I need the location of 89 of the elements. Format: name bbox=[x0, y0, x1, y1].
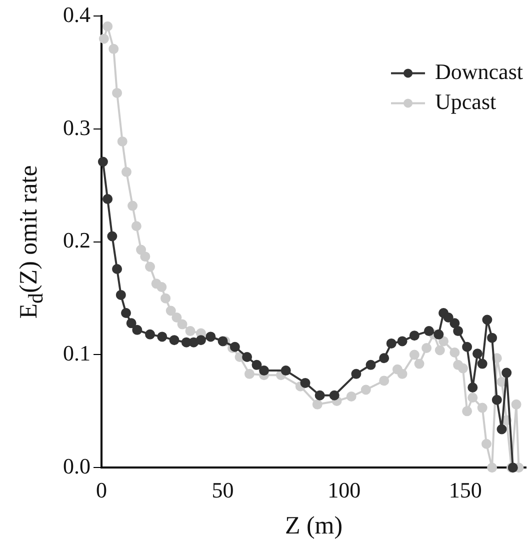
point bbox=[280, 366, 291, 376]
point bbox=[169, 335, 180, 346]
point bbox=[462, 342, 472, 352]
point bbox=[244, 368, 254, 379]
point bbox=[414, 358, 424, 369]
point bbox=[450, 318, 460, 328]
point bbox=[196, 335, 206, 346]
point bbox=[108, 44, 119, 54]
point bbox=[172, 312, 182, 323]
point bbox=[397, 368, 408, 379]
point bbox=[132, 324, 142, 335]
point bbox=[112, 88, 122, 98]
y-tick-label: 0.2 bbox=[63, 228, 90, 253]
point bbox=[379, 376, 390, 386]
point bbox=[482, 314, 492, 325]
x-axis-title: Z (m) bbox=[284, 512, 343, 540]
legend-label: Downcast bbox=[435, 58, 524, 84]
point bbox=[422, 342, 432, 353]
point bbox=[409, 330, 420, 341]
point bbox=[397, 336, 408, 346]
point bbox=[496, 424, 507, 434]
x-tick-label: 50 bbox=[212, 478, 234, 503]
point bbox=[116, 290, 126, 300]
point bbox=[177, 319, 188, 330]
y-tick-label: 0.4 bbox=[63, 2, 90, 27]
x-tick-label: 100 bbox=[328, 478, 361, 503]
point bbox=[126, 318, 136, 328]
point bbox=[145, 329, 156, 340]
point bbox=[117, 136, 128, 146]
point bbox=[409, 350, 420, 360]
y-tick-label: 0.3 bbox=[63, 114, 90, 140]
point bbox=[468, 392, 478, 403]
point bbox=[434, 345, 445, 356]
point bbox=[443, 312, 454, 323]
point bbox=[252, 360, 262, 370]
point bbox=[477, 358, 488, 369]
point bbox=[300, 378, 310, 388]
point bbox=[487, 332, 498, 343]
point bbox=[438, 336, 449, 346]
point bbox=[366, 360, 376, 370]
point bbox=[102, 21, 113, 32]
point bbox=[128, 200, 138, 211]
point bbox=[458, 363, 468, 374]
point bbox=[360, 384, 371, 395]
point bbox=[468, 382, 478, 392]
point bbox=[160, 293, 171, 304]
point bbox=[314, 390, 325, 400]
x-tick-label: 0 bbox=[96, 478, 107, 503]
point bbox=[156, 282, 167, 292]
point bbox=[329, 390, 340, 400]
legend-label: Upcast bbox=[435, 88, 496, 114]
point bbox=[218, 336, 228, 346]
point bbox=[511, 399, 522, 410]
point bbox=[145, 262, 156, 272]
point bbox=[492, 394, 502, 405]
point bbox=[230, 342, 240, 352]
point bbox=[112, 264, 122, 274]
point bbox=[136, 244, 146, 255]
point bbox=[140, 252, 150, 262]
point bbox=[98, 34, 109, 44]
point bbox=[481, 438, 492, 449]
point bbox=[166, 306, 176, 316]
point bbox=[453, 326, 464, 336]
point bbox=[121, 166, 132, 177]
point bbox=[259, 366, 270, 376]
point bbox=[131, 221, 142, 232]
point bbox=[502, 368, 512, 378]
point bbox=[157, 332, 168, 342]
point bbox=[102, 194, 113, 204]
point bbox=[312, 399, 322, 410]
point bbox=[434, 329, 444, 340]
point bbox=[424, 326, 434, 336]
point bbox=[107, 231, 118, 242]
point bbox=[98, 156, 108, 167]
y-tick-label: 0.0 bbox=[63, 453, 90, 478]
point bbox=[450, 347, 460, 358]
point bbox=[462, 406, 472, 416]
x-tick-label: 150 bbox=[448, 478, 482, 503]
point bbox=[242, 352, 252, 362]
point bbox=[351, 368, 362, 379]
point bbox=[386, 338, 396, 348]
point bbox=[487, 462, 498, 473]
point bbox=[477, 402, 488, 413]
point bbox=[346, 392, 356, 402]
point bbox=[472, 348, 482, 359]
point bbox=[379, 353, 390, 364]
point bbox=[185, 326, 196, 336]
point bbox=[121, 308, 131, 318]
y-tick-label: 0.1 bbox=[63, 340, 90, 366]
